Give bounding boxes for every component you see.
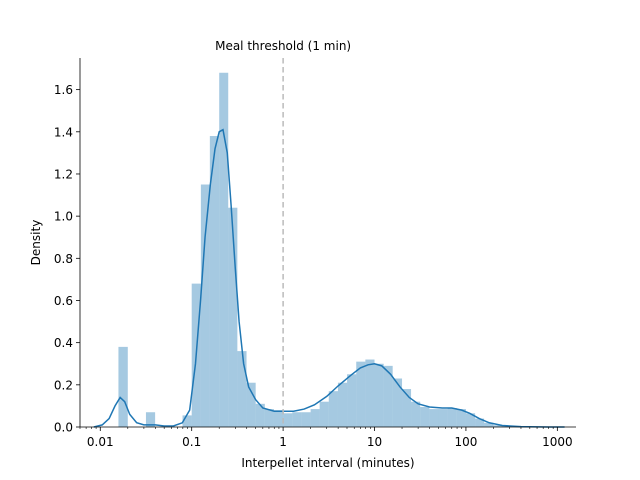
histogram-bar-15 <box>301 412 311 427</box>
y-tick-label-1: 0.2 <box>54 378 73 392</box>
histogram-bar-19 <box>337 382 348 427</box>
x-tick-label-3: 10 <box>367 435 382 449</box>
histogram-bar-17 <box>319 401 329 427</box>
histogram-bar-32 <box>456 409 466 427</box>
y-tick-label-6: 1.2 <box>54 167 73 181</box>
x-tick-label-5: 1000 <box>542 435 573 449</box>
axes <box>79 58 576 428</box>
y-axis-ticks: 0.0 0.2 0.4 0.6 0.8 1.0 1.2 1.4 1.6 <box>54 83 80 435</box>
histogram-bar-31 <box>447 408 457 427</box>
x-tick-label-1: 0.1 <box>182 435 201 449</box>
histogram-bar-18 <box>328 391 338 427</box>
histogram-bar-7 <box>228 207 238 427</box>
x-tick-label-4: 100 <box>454 435 477 449</box>
histogram-bar-34 <box>475 418 485 427</box>
histogram-bar-8 <box>237 351 247 427</box>
y-tick-label-4: 0.8 <box>54 252 73 266</box>
histogram-bar-6 <box>219 72 229 427</box>
x-axis-ticks: 0.01 0.1 1 10 100 1000 <box>79 427 573 449</box>
histogram-bars <box>118 72 512 427</box>
histogram-bar-22 <box>365 359 375 427</box>
histogram-bar-25 <box>392 378 403 427</box>
histogram-bar-36 <box>493 425 503 427</box>
histogram-bar-14 <box>292 412 302 427</box>
y-tick-label-2: 0.4 <box>54 336 73 350</box>
y-tick-label-3: 0.6 <box>54 294 73 308</box>
histogram-bar-5 <box>209 136 220 427</box>
histogram-bar-37 <box>502 426 512 427</box>
histogram-bar-9 <box>246 382 256 427</box>
histogram-bar-20 <box>347 374 357 427</box>
threshold-label: Meal threshold (1 min) <box>215 39 351 53</box>
y-tick-label-8: 1.6 <box>54 83 73 97</box>
x-tick-label-0: 0.01 <box>87 435 114 449</box>
histogram-bar-2 <box>182 415 192 427</box>
histogram-bar-0 <box>118 346 128 427</box>
histogram-bar-13 <box>283 413 293 427</box>
x-axis-label: Interpellet interval (minutes) <box>241 456 414 470</box>
histogram-bar-26 <box>402 389 412 427</box>
y-tick-label-0: 0.0 <box>54 421 73 435</box>
histogram-bar-12 <box>273 410 284 427</box>
histogram-bar-4 <box>200 184 210 427</box>
y-axis-label: Density <box>29 220 43 266</box>
histogram-bar-10 <box>255 403 265 427</box>
histogram-bar-23 <box>374 363 384 427</box>
x-tick-label-2: 1 <box>279 435 287 449</box>
histogram-bar-21 <box>356 361 366 427</box>
y-tick-label-5: 1.0 <box>54 210 73 224</box>
histogram-bar-30 <box>438 409 448 427</box>
histogram-bar-29 <box>429 409 439 427</box>
y-tick-label-7: 1.4 <box>54 125 73 139</box>
histogram-bar-35 <box>484 422 494 427</box>
histogram-bar-11 <box>264 409 274 427</box>
histogram-bar-1 <box>145 412 156 427</box>
kde-curve <box>93 128 565 428</box>
histogram-bar-33 <box>465 413 476 427</box>
histogram-bar-27 <box>411 401 421 427</box>
histogram-bar-24 <box>383 365 393 427</box>
histogram-bar-16 <box>310 409 320 427</box>
histogram-bar-28 <box>420 406 430 427</box>
